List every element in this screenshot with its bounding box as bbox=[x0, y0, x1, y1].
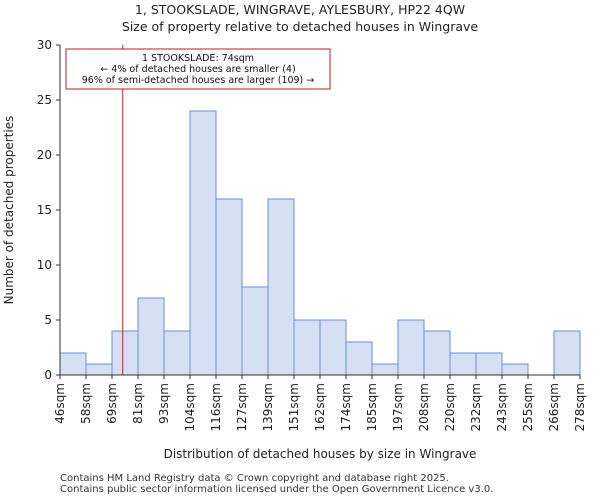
x-tick-label: 93sqm bbox=[157, 383, 171, 424]
histogram-bar bbox=[553, 330, 581, 376]
y-tick-label: 20 bbox=[37, 148, 52, 162]
x-tick-label: 46sqm bbox=[53, 383, 67, 424]
y-tick-label: 30 bbox=[37, 38, 52, 52]
x-tick-label: 81sqm bbox=[131, 383, 145, 424]
x-tick-label: 232sqm bbox=[469, 383, 483, 431]
annotation-line: 1 STOOKSLADE: 74sqm bbox=[142, 53, 254, 64]
histogram-bar bbox=[85, 363, 113, 376]
histogram-bar bbox=[163, 330, 191, 376]
x-tick-label: 266sqm bbox=[547, 383, 561, 431]
footer-licence: Contains public sector information licen… bbox=[60, 484, 494, 495]
x-tick-label: 208sqm bbox=[417, 383, 431, 431]
annotation-line: ← 4% of detached houses are smaller (4) bbox=[100, 64, 295, 75]
histogram-bar bbox=[501, 363, 529, 376]
x-tick-label: 185sqm bbox=[365, 383, 379, 431]
histogram-bar bbox=[319, 319, 347, 376]
x-tick-label: 116sqm bbox=[209, 383, 223, 431]
annotation-line: 96% of semi-detached houses are larger (… bbox=[82, 75, 315, 86]
x-tick-label: 174sqm bbox=[339, 383, 353, 431]
chart-subtitle: Size of property relative to detached ho… bbox=[121, 19, 479, 34]
histogram-bar bbox=[137, 297, 165, 376]
y-tick-label: 5 bbox=[44, 313, 52, 327]
x-axis-label: Distribution of detached houses by size … bbox=[164, 447, 477, 461]
histogram-bar bbox=[241, 286, 269, 376]
histogram-bar bbox=[189, 110, 217, 376]
x-tick-label: 243sqm bbox=[495, 383, 509, 431]
y-tick-label: 0 bbox=[44, 368, 52, 382]
histogram-bar bbox=[397, 319, 425, 376]
histogram-bar bbox=[111, 330, 139, 376]
x-tick-label: 139sqm bbox=[261, 383, 275, 431]
x-tick-label: 197sqm bbox=[391, 383, 405, 431]
annotation-box bbox=[65, 48, 331, 90]
x-tick-label: 162sqm bbox=[313, 383, 327, 431]
x-tick-label: 255sqm bbox=[521, 383, 535, 431]
x-tick-label: 104sqm bbox=[183, 383, 197, 431]
x-tick-label: 69sqm bbox=[105, 383, 119, 424]
histogram-bar bbox=[423, 330, 451, 376]
y-axis-label: Number of detached properties bbox=[2, 116, 16, 305]
footer-copyright: Contains HM Land Registry data © Crown c… bbox=[60, 473, 449, 484]
y-tick-label: 10 bbox=[37, 258, 52, 272]
histogram-bar bbox=[59, 352, 87, 376]
histogram-bar bbox=[293, 319, 321, 376]
x-tick-label: 127sqm bbox=[235, 383, 249, 431]
x-tick-label: 220sqm bbox=[443, 383, 457, 431]
chart-title: 1, STOOKSLADE, WINGRAVE, AYLESBURY, HP22… bbox=[134, 2, 466, 17]
histogram-bar bbox=[371, 363, 399, 376]
x-tick-label: 151sqm bbox=[287, 383, 301, 431]
histogram-bar bbox=[345, 341, 373, 376]
histogram-bar bbox=[475, 352, 503, 376]
x-tick-label: 278sqm bbox=[573, 383, 587, 431]
x-tick-label: 58sqm bbox=[79, 383, 93, 424]
y-tick-label: 15 bbox=[37, 203, 52, 217]
histogram-bar bbox=[449, 352, 477, 376]
histogram-bar bbox=[267, 198, 295, 376]
histogram-bar bbox=[215, 198, 243, 376]
y-tick-label: 25 bbox=[37, 93, 52, 107]
